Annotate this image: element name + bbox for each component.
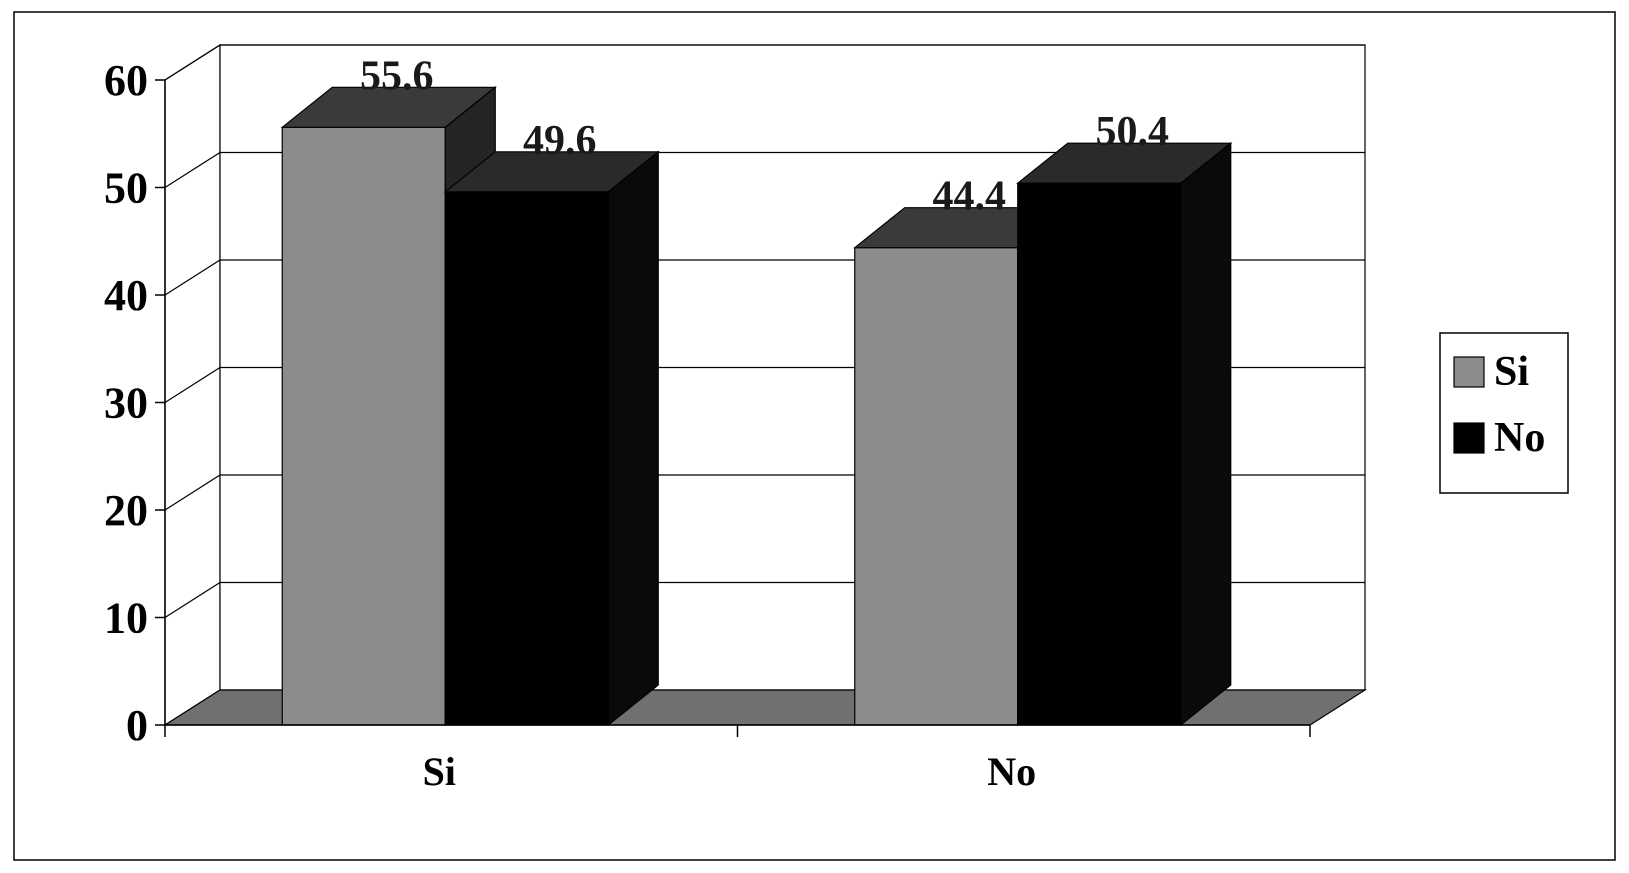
legend-swatch-si	[1453, 356, 1485, 388]
chart-border	[13, 11, 1616, 861]
bar-no-si	[444, 191, 609, 726]
gridline	[164, 151, 1365, 189]
gridline	[164, 44, 1365, 81]
x-category-label: No	[987, 749, 1036, 794]
legend-label: Si	[1494, 349, 1529, 395]
bar-si-si	[281, 126, 446, 726]
legend-swatch-no	[1453, 422, 1485, 454]
bar-si-no	[854, 247, 1019, 726]
x-category-label: Si	[423, 749, 456, 794]
bar-side	[607, 150, 659, 727]
bar-no-no	[1017, 182, 1182, 726]
data-label: 44.4	[933, 174, 1007, 220]
bar-side	[1180, 141, 1232, 727]
y-tick-label: 50	[104, 164, 148, 213]
y-tick-label: 30	[104, 379, 148, 428]
y-tick-label: 10	[104, 594, 148, 643]
data-label: 49.6	[523, 118, 597, 164]
data-label: 50.4	[1096, 109, 1170, 155]
y-tick-label: 20	[104, 486, 148, 535]
data-labels: 55.6 49.6 44.4 50.4	[360, 53, 1169, 219]
y-tick-label: 0	[126, 701, 148, 750]
axes: 0 10 20 30 40 50 60 Si No	[104, 56, 1311, 794]
y-tick-label: 60	[104, 56, 148, 105]
legend: Si No	[1439, 332, 1569, 494]
chart-frame	[13, 11, 1616, 861]
data-label: 55.6	[360, 53, 434, 99]
bars	[280, 86, 1233, 727]
legend-label: No	[1494, 415, 1545, 461]
y-tick-label: 40	[104, 271, 148, 320]
